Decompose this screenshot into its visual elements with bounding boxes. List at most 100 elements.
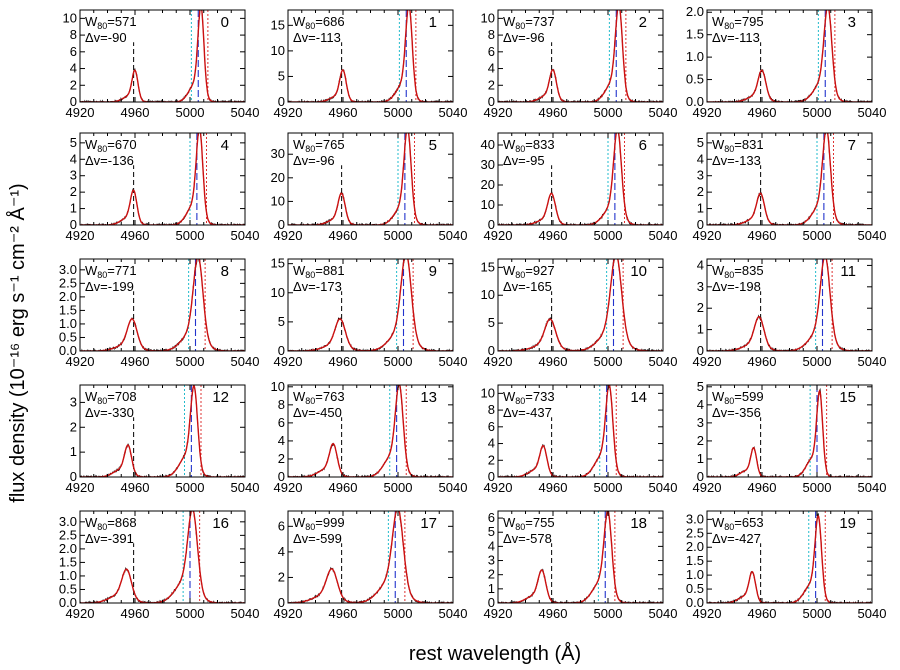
dv-annotation: Δv=-356 <box>712 405 761 420</box>
panel-number: 5 <box>429 137 437 154</box>
x-tick-label: 5000 <box>384 354 413 369</box>
w80-annotation: W80=599 <box>712 389 764 406</box>
y-tick-label: 6 <box>488 44 495 59</box>
x-tick-label: 4960 <box>329 480 358 495</box>
x-tick-label: 4960 <box>748 480 777 495</box>
x-tick-label: 5040 <box>439 105 468 120</box>
y-tick-label: 0 <box>70 94 77 109</box>
y-tick-label: 2 <box>697 433 704 448</box>
panel-19: 0.00.51.01.52.02.53.0 4920 4960 5000 5040 19 W… <box>686 510 887 621</box>
w80-annotation: W80=833 <box>503 137 555 154</box>
y-tick-label: 30 <box>481 157 495 172</box>
w80-annotation: W80=868 <box>85 515 137 532</box>
w80-annotation: W80=881 <box>293 263 345 280</box>
x-tick-label: 4960 <box>539 354 568 369</box>
y-tick-label: 4 <box>697 257 704 272</box>
x-tick-label: 4920 <box>274 228 303 243</box>
x-tick-label: 4920 <box>484 354 513 369</box>
dv-annotation: Δv=-136 <box>85 153 134 168</box>
y-tick-label: 0 <box>278 94 285 109</box>
x-tick-label: 5000 <box>594 228 623 243</box>
y-tick-label: 0.5 <box>686 72 704 87</box>
dv-annotation: Δv=-450 <box>293 405 342 420</box>
y-tick-label: 1.5 <box>686 27 704 42</box>
x-tick-label: 4920 <box>693 606 722 621</box>
x-tick-label: 5040 <box>231 354 260 369</box>
y-tick-label: 0.5 <box>686 581 704 596</box>
dv-annotation: Δv=-133 <box>712 153 761 168</box>
y-tick-label: 3 <box>70 394 77 409</box>
dv-annotation: Δv=-578 <box>503 531 552 546</box>
x-tick-label: 5000 <box>594 105 623 120</box>
x-tick-label: 5000 <box>176 480 205 495</box>
y-tick-label: 0 <box>70 469 77 484</box>
y-tick-label: 1.5 <box>59 554 77 569</box>
y-tick-label: 0 <box>488 595 495 610</box>
x-tick-label: 4960 <box>329 606 358 621</box>
x-tick-label: 5000 <box>803 105 832 120</box>
x-tick-label: 4920 <box>693 480 722 495</box>
w80-annotation: W80=737 <box>503 14 555 31</box>
w80-annotation: W80=999 <box>293 515 345 532</box>
x-tick-label: 5000 <box>176 228 205 243</box>
x-tick-label: 4920 <box>274 480 303 495</box>
dv-annotation: Δv=-95 <box>503 153 545 168</box>
y-tick-label: 0 <box>488 94 495 109</box>
panel-number: 8 <box>221 263 229 280</box>
y-tick-label: 2 <box>697 300 704 315</box>
x-tick-label: 5000 <box>176 606 205 621</box>
y-tick-label: 5 <box>697 379 704 394</box>
x-tick-label: 5000 <box>176 354 205 369</box>
panel-number: 0 <box>221 14 229 31</box>
w80-annotation: W80=763 <box>293 389 345 406</box>
panel-16: 0.00.51.01.52.02.53.0 4920 4960 5000 5040 16 W… <box>59 510 259 621</box>
y-tick-label: 0 <box>278 217 285 232</box>
w80-annotation: W80=765 <box>293 137 345 154</box>
x-tick-label: 4920 <box>693 354 722 369</box>
y-tick-label: 0 <box>278 595 285 610</box>
x-tick-label: 5040 <box>858 606 887 621</box>
dv-annotation: Δv=-90 <box>85 30 127 45</box>
panel-number: 11 <box>840 263 856 280</box>
x-tick-label: 5000 <box>803 480 832 495</box>
y-tick-label: 1 <box>697 322 704 337</box>
y-tick-label: 0.5 <box>59 329 77 344</box>
w80-annotation: W80=653 <box>712 515 764 532</box>
x-tick-label: 4960 <box>121 228 150 243</box>
x-tick-label: 5040 <box>649 480 678 495</box>
y-tick-label: 4 <box>697 151 704 166</box>
x-tick-label: 4960 <box>748 228 777 243</box>
x-tick-label: 5040 <box>649 354 678 369</box>
panel-number: 15 <box>839 389 856 406</box>
y-tick-label: 0.5 <box>59 581 77 596</box>
panel-number: 17 <box>420 515 437 532</box>
y-tick-label: 10 <box>271 285 285 300</box>
x-tick-label: 4960 <box>121 480 150 495</box>
y-tick-label: 2.0 <box>686 4 704 19</box>
dv-annotation: Δv=-113 <box>293 30 341 45</box>
y-tick-label: 0 <box>488 343 495 358</box>
x-tick-label: 4920 <box>693 228 722 243</box>
panel-number: 9 <box>429 263 437 280</box>
x-tick-label: 4920 <box>484 228 513 243</box>
y-tick-label: 8 <box>488 402 495 417</box>
y-tick-label: 2 <box>697 184 704 199</box>
x-tick-label: 5000 <box>594 354 623 369</box>
y-tick-label: 2.5 <box>686 525 704 540</box>
y-tick-label: 30 <box>271 146 285 161</box>
y-tick-label: 1 <box>70 201 77 216</box>
y-tick-label: 3.0 <box>59 514 77 529</box>
y-tick-label: 20 <box>271 170 285 185</box>
dv-annotation: Δv=-437 <box>503 405 552 420</box>
x-tick-label: 5000 <box>594 480 623 495</box>
y-tick-label: 6 <box>278 518 285 533</box>
y-tick-label: 40 <box>481 137 495 152</box>
w80-annotation: W80=755 <box>503 515 555 532</box>
x-tick-label: 4960 <box>121 606 150 621</box>
